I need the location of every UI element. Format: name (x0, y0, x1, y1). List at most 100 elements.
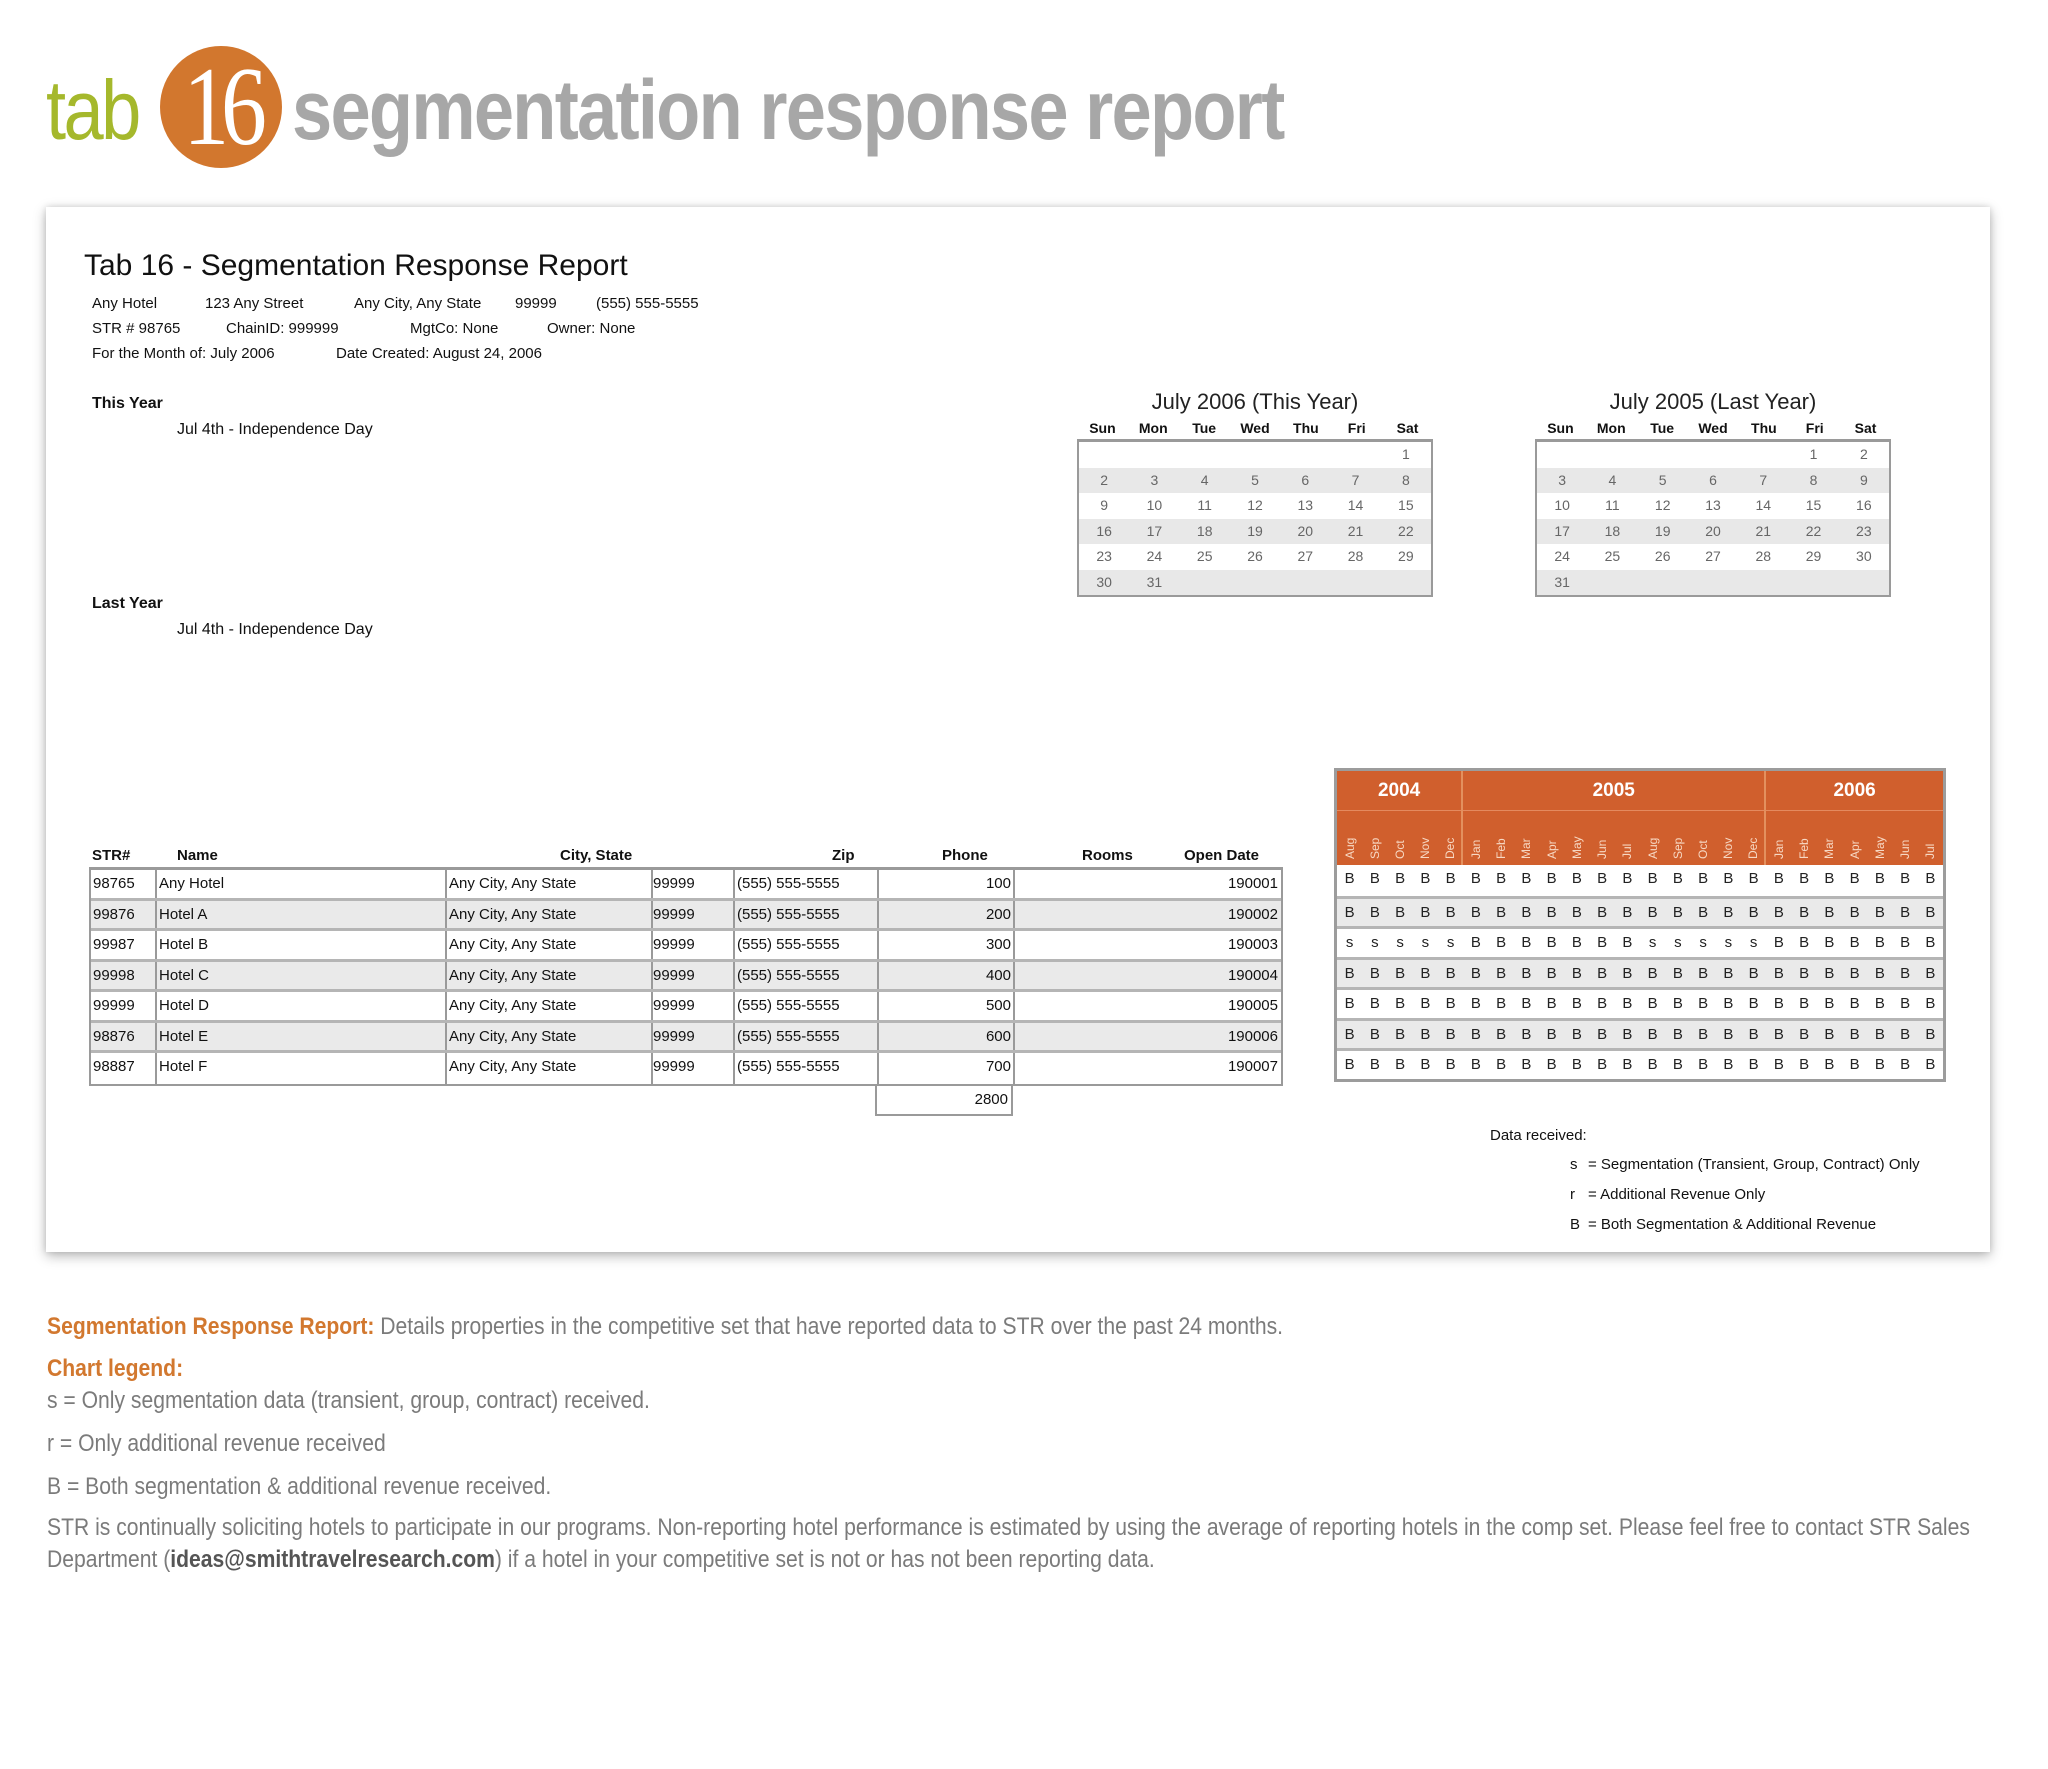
grid-cell: B (1521, 934, 1532, 951)
calendar-day (1839, 570, 1889, 596)
cell-divider (445, 992, 447, 1020)
grid-cell: B (1824, 934, 1835, 951)
cell-zip: 99999 (653, 997, 695, 1014)
grid-cell: B (1723, 1025, 1734, 1043)
grid-cell: B (1470, 870, 1481, 887)
calendar-day: 15 (1398, 497, 1414, 513)
legend-text: = Both Segmentation & Additional Revenue (1588, 1216, 1877, 1233)
grid-cell: B (1698, 995, 1709, 1012)
calendar-week: 16 17 18 19 20 21 22 (1079, 518, 1431, 544)
cell-city: Any City, Any State (449, 905, 577, 923)
grid-cell: B (1470, 964, 1481, 982)
grid-cell: B (1799, 1056, 1810, 1073)
calendar-last-year: July 2005 (Last Year) Sun Mon Tue Wed Th… (1535, 387, 1891, 597)
contact-email-link[interactable]: ideas@smithtravelresearch.com (170, 1546, 495, 1573)
grid-cell: B (1849, 995, 1860, 1012)
calendar-day: 20 (1705, 522, 1721, 539)
grid-cell: B (1571, 1056, 1582, 1073)
grid-cell: B (1672, 964, 1683, 982)
grid-cell: B (1546, 1025, 1557, 1043)
grid-cell: B (1849, 964, 1860, 982)
grid-cell: B (1420, 870, 1431, 887)
cell-divider (651, 1022, 653, 1050)
weekday: Sat (1396, 420, 1419, 436)
chart-legend-label: Chart legend: (47, 1355, 184, 1382)
calendar-day: 29 (1398, 548, 1414, 564)
grid-cell: B (1773, 1025, 1784, 1043)
grid-year-2005: 2005 (1463, 771, 1767, 811)
legend-item-s: s = Segmentation (Transient, Group, Contr… (1570, 1156, 1920, 1173)
grid-cell: B (1571, 934, 1582, 951)
cell-str: 99987 (93, 936, 135, 953)
grid-cell: B (1748, 870, 1759, 887)
grid-year-header: 2004 2005 2006 (1337, 771, 1943, 811)
grid-cell: B (1647, 870, 1658, 887)
grid-cell: s (1724, 934, 1733, 951)
grid-month: Jun (1893, 811, 1918, 865)
calendar-day: 30 (1856, 548, 1872, 564)
cell-name: Hotel A (159, 905, 208, 923)
table-row: 98765 Any Hotel Any City, Any State 99999 (5… (91, 870, 1281, 901)
calendar-title: July 2005 (Last Year) (1609, 389, 1817, 414)
table-body: 98765 Any Hotel Any City, Any State 99999 (5… (89, 867, 1283, 1086)
grid-cell: B (1773, 934, 1784, 951)
cell-divider (651, 1053, 653, 1084)
grid-month-label: Mar (1519, 838, 1534, 859)
cell-phone: (555) 555-5555 (737, 997, 840, 1014)
grid-cell: B (1874, 995, 1885, 1012)
grid-cell: B (1698, 1025, 1709, 1043)
grid-month: Apr (1842, 811, 1867, 865)
grid-month: Jan (1463, 811, 1488, 865)
grid-year-2004: 2004 (1337, 771, 1464, 811)
grid-cell: B (1900, 964, 1911, 982)
grid-cell: B (1445, 1025, 1456, 1043)
description-lead-label: Segmentation Response Report: (47, 1313, 375, 1340)
grid-cell: B (1824, 870, 1835, 887)
grid-cell: B (1445, 870, 1456, 887)
calendar-day: 18 (1196, 522, 1213, 539)
calendar-day (1230, 442, 1280, 468)
grid-cell: B (1698, 1056, 1709, 1073)
grid-month-label: Jan (1771, 839, 1786, 859)
grid-cell: B (1698, 964, 1709, 982)
weekday: Mon (1138, 420, 1168, 436)
cell-divider (651, 900, 653, 928)
this-year-label: This Year (92, 395, 163, 412)
info-chain-id: ChainID: 999999 (226, 320, 339, 337)
calendar-day: 12 (1247, 497, 1263, 513)
cell-zip: 99999 (653, 905, 695, 923)
grid-month: Jul (1615, 811, 1640, 865)
grid-month-label: May (1569, 836, 1584, 859)
calendar-day (1788, 570, 1838, 596)
grid-cell: B (1496, 995, 1507, 1012)
calendar-day: 27 (1297, 548, 1314, 564)
cell-divider (1013, 961, 1015, 989)
grid-cell: B (1900, 903, 1911, 921)
grid-cell: B (1672, 995, 1683, 1012)
grid-cell: B (1496, 964, 1507, 982)
grid-cell: B (1748, 1025, 1759, 1043)
grid-cell: B (1369, 995, 1380, 1012)
grid-cell: B (1824, 964, 1835, 982)
grid-cell: B (1395, 964, 1406, 982)
calendar-this-year: July 2006 (This Year) Sun Mon Tue Wed Th… (1077, 387, 1433, 597)
grid-cell: B (1395, 995, 1406, 1012)
grid-cell: B (1799, 964, 1810, 982)
grid-year-2006: 2006 (1833, 780, 1876, 801)
cell-phone: (555) 555-5555 (737, 936, 840, 953)
weekday: Sun (1547, 420, 1574, 436)
grid-cell: B (1849, 903, 1860, 921)
cell-divider (155, 931, 157, 959)
calendar-day: 1 (1401, 446, 1410, 462)
calendar-week: 31 (1537, 569, 1889, 596)
cell-divider (1013, 1022, 1015, 1050)
calendar-day: 24 (1146, 548, 1163, 564)
grid-month-label: Nov (1721, 837, 1736, 859)
calendar-day: 12 (1654, 497, 1671, 513)
this-year-holiday: Jul 4th - Independence Day (177, 421, 373, 438)
calendar-day: 13 (1297, 497, 1314, 513)
grid-cell: B (1445, 964, 1456, 982)
page-header: tab 16 segmentation response report (46, 40, 1346, 180)
cell-name: Hotel C (159, 966, 210, 984)
